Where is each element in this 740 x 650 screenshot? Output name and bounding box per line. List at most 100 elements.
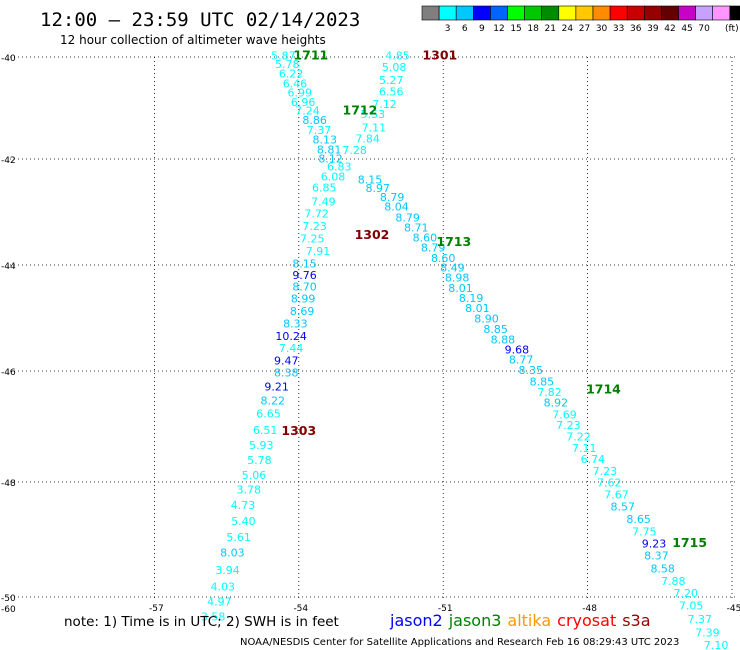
legend-s3a: s3a xyxy=(622,611,650,630)
colorbar-swatch xyxy=(438,5,457,21)
wave-height-value: 8.13 xyxy=(313,134,338,147)
colorbar-swatch xyxy=(575,5,594,21)
wave-height-value: 6.56 xyxy=(379,86,404,99)
wave-height-value: 8.65 xyxy=(626,513,651,526)
wave-height-value: 7.88 xyxy=(661,575,686,588)
colorbar-swatch xyxy=(472,5,491,21)
track-ascending: 5.875.786.226.466.996.967.248.867.378.13… xyxy=(201,49,352,623)
wave-height-value: 8.60 xyxy=(413,231,438,244)
colorbar-label: 27 xyxy=(579,24,590,34)
colorbar-swatch xyxy=(421,5,440,21)
colorbar-swatch xyxy=(507,5,525,21)
colorbar-label: 30 xyxy=(596,24,608,34)
wave-height-value: 7.49 xyxy=(311,195,336,208)
wave-height-value: 5.27 xyxy=(379,74,404,87)
wave-height-value: 9.23 xyxy=(642,538,667,551)
time-label: 1711 xyxy=(293,47,328,62)
track-descending: 4.855.085.276.567.125.537.117.847.288.15… xyxy=(342,49,728,650)
wave-height-value: 7.67 xyxy=(604,489,629,502)
wave-height-value: 7.62 xyxy=(597,477,622,490)
wave-height-value: 8.79 xyxy=(395,211,420,224)
wave-height-value: 6.99 xyxy=(288,87,313,100)
wave-height-value: 7.24 xyxy=(295,105,320,118)
x-tick-label: -54 xyxy=(293,604,308,614)
wave-height-value: 5.78 xyxy=(247,454,272,467)
x-tick-label: -45 xyxy=(727,604,740,614)
colorbar-swatch xyxy=(695,5,713,21)
wave-height-value: 7.23 xyxy=(302,220,327,233)
wave-height-value: 6.51 xyxy=(253,424,278,437)
wave-height-value: 5.53 xyxy=(361,108,386,121)
wave-height-value: 7.75 xyxy=(632,525,657,538)
wave-height-value: 8.79 xyxy=(380,191,405,204)
wave-height-value: 8.60 xyxy=(431,252,456,265)
colorbar-swatch xyxy=(678,5,696,21)
wave-height-value: 7.37 xyxy=(307,124,332,137)
wave-height-value: 8.85 xyxy=(483,323,508,336)
wave-height-value: 8.33 xyxy=(283,317,308,330)
wave-height-value: 7.25 xyxy=(300,233,325,246)
wave-height-value: 8.69 xyxy=(290,305,315,318)
wave-height-value: 7.20 xyxy=(674,587,699,600)
wave-height-value: 5.78 xyxy=(275,58,300,71)
wave-height-value: 6.96 xyxy=(291,96,316,109)
colorbar-swatch xyxy=(643,5,662,21)
colorbar-label: 24 xyxy=(562,24,574,34)
wave-height-value: 8.81 xyxy=(317,143,342,156)
wave-height-value: 8.85 xyxy=(530,376,555,389)
colorbar-unit: (ft) xyxy=(725,24,739,34)
wave-height-value: 8.15 xyxy=(358,174,383,187)
wave-height-value: 6.65 xyxy=(256,408,281,421)
wave-height-value: 6.08 xyxy=(321,170,346,183)
wave-height-value: 8.77 xyxy=(509,353,534,366)
colorbar-label: 12 xyxy=(493,24,504,34)
wave-height-value: 8.90 xyxy=(474,313,499,326)
y-tick-label: -48 xyxy=(1,479,16,489)
colorbar-label: 42 xyxy=(664,24,675,34)
wave-height-value: 7.05 xyxy=(679,600,704,613)
corner-label: -60 xyxy=(1,605,16,615)
wave-height-value: 8.98 xyxy=(445,272,470,285)
wave-height-value: 6.85 xyxy=(312,182,337,195)
wave-height-value: 8.12 xyxy=(318,152,343,165)
wave-height-value: 8.79 xyxy=(421,242,446,255)
colorbar-swatch xyxy=(609,5,628,21)
time-labels: 1711 1301 1712 1302 1713 1714 1303 1715 xyxy=(281,47,707,549)
colorbar-swatch xyxy=(541,5,560,21)
wave-height-value: 8.58 xyxy=(650,562,675,575)
wave-height-value: 7.69 xyxy=(552,408,577,421)
colorbar-label: 18 xyxy=(527,24,539,34)
wave-height-value: 10.24 xyxy=(275,330,307,343)
y-tick-label: -44 xyxy=(1,262,16,272)
wave-height-value: 7.82 xyxy=(537,386,562,399)
y-tick-label: -46 xyxy=(1,368,16,378)
wave-height-value: 6.74 xyxy=(581,453,606,466)
colorbar-label: 15 xyxy=(510,24,521,34)
wave-height-value: 4.03 xyxy=(210,581,235,594)
wave-height-value: 8.38 xyxy=(274,367,299,380)
x-tick-label: -48 xyxy=(582,604,597,614)
colorbar-label: 33 xyxy=(613,24,624,34)
x-tick-label: -51 xyxy=(438,604,453,614)
wave-height-value: 4.73 xyxy=(231,499,256,512)
wave-height-value: 8.04 xyxy=(384,201,409,214)
legend-altika: altika xyxy=(507,611,551,630)
colorbar-swatch xyxy=(592,5,611,21)
map-grid xyxy=(10,56,735,600)
wave-height-value: 8.70 xyxy=(292,281,317,294)
legend-jason2: jason2 xyxy=(389,611,443,630)
wave-height-value: 8.15 xyxy=(292,257,317,270)
wave-height-value: 7.12 xyxy=(372,98,397,111)
wave-height-value: 7.72 xyxy=(304,208,329,221)
time-label: 1712 xyxy=(343,103,378,118)
colorbar-label: 36 xyxy=(630,24,642,34)
footer-text: NOAA/NESDIS Center for Satellite Applica… xyxy=(240,637,679,648)
y-tick-label: -42 xyxy=(1,156,16,166)
wave-height-value: 4.85 xyxy=(385,49,410,62)
colorbar-label: 3 xyxy=(445,24,451,34)
wave-height-value: 7.37 xyxy=(688,613,713,626)
wave-height-value: 9.47 xyxy=(274,354,299,367)
y-tick-label: -50 xyxy=(1,594,16,604)
wave-height-value: 5.06 xyxy=(242,469,267,482)
